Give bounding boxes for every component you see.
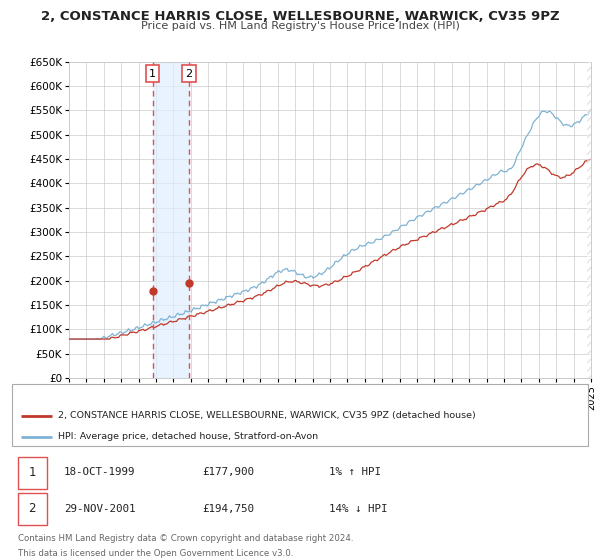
Text: Contains HM Land Registry data © Crown copyright and database right 2024.: Contains HM Land Registry data © Crown c…: [18, 534, 353, 543]
Text: 2: 2: [28, 502, 36, 515]
Text: 2, CONSTANCE HARRIS CLOSE, WELLESBOURNE, WARWICK, CV35 9PZ: 2, CONSTANCE HARRIS CLOSE, WELLESBOURNE,…: [41, 10, 559, 23]
Text: Price paid vs. HM Land Registry's House Price Index (HPI): Price paid vs. HM Land Registry's House …: [140, 21, 460, 31]
Text: 18-OCT-1999: 18-OCT-1999: [64, 467, 136, 477]
Text: HPI: Average price, detached house, Stratford-on-Avon: HPI: Average price, detached house, Stra…: [58, 432, 318, 441]
Text: 29-NOV-2001: 29-NOV-2001: [64, 503, 136, 514]
Bar: [18, 456, 47, 489]
Text: 14% ↓ HPI: 14% ↓ HPI: [329, 503, 388, 514]
Text: £194,750: £194,750: [202, 503, 254, 514]
Bar: [18, 493, 47, 525]
Text: 1% ↑ HPI: 1% ↑ HPI: [329, 467, 381, 477]
Text: 1: 1: [28, 465, 36, 479]
Text: £177,900: £177,900: [202, 467, 254, 477]
Bar: [152, 62, 189, 378]
Text: 1: 1: [149, 69, 156, 79]
Text: 2: 2: [185, 69, 193, 79]
Bar: [12, 384, 588, 446]
Text: This data is licensed under the Open Government Licence v3.0.: This data is licensed under the Open Gov…: [18, 549, 293, 558]
Text: 2, CONSTANCE HARRIS CLOSE, WELLESBOURNE, WARWICK, CV35 9PZ (detached house): 2, CONSTANCE HARRIS CLOSE, WELLESBOURNE,…: [58, 411, 476, 420]
